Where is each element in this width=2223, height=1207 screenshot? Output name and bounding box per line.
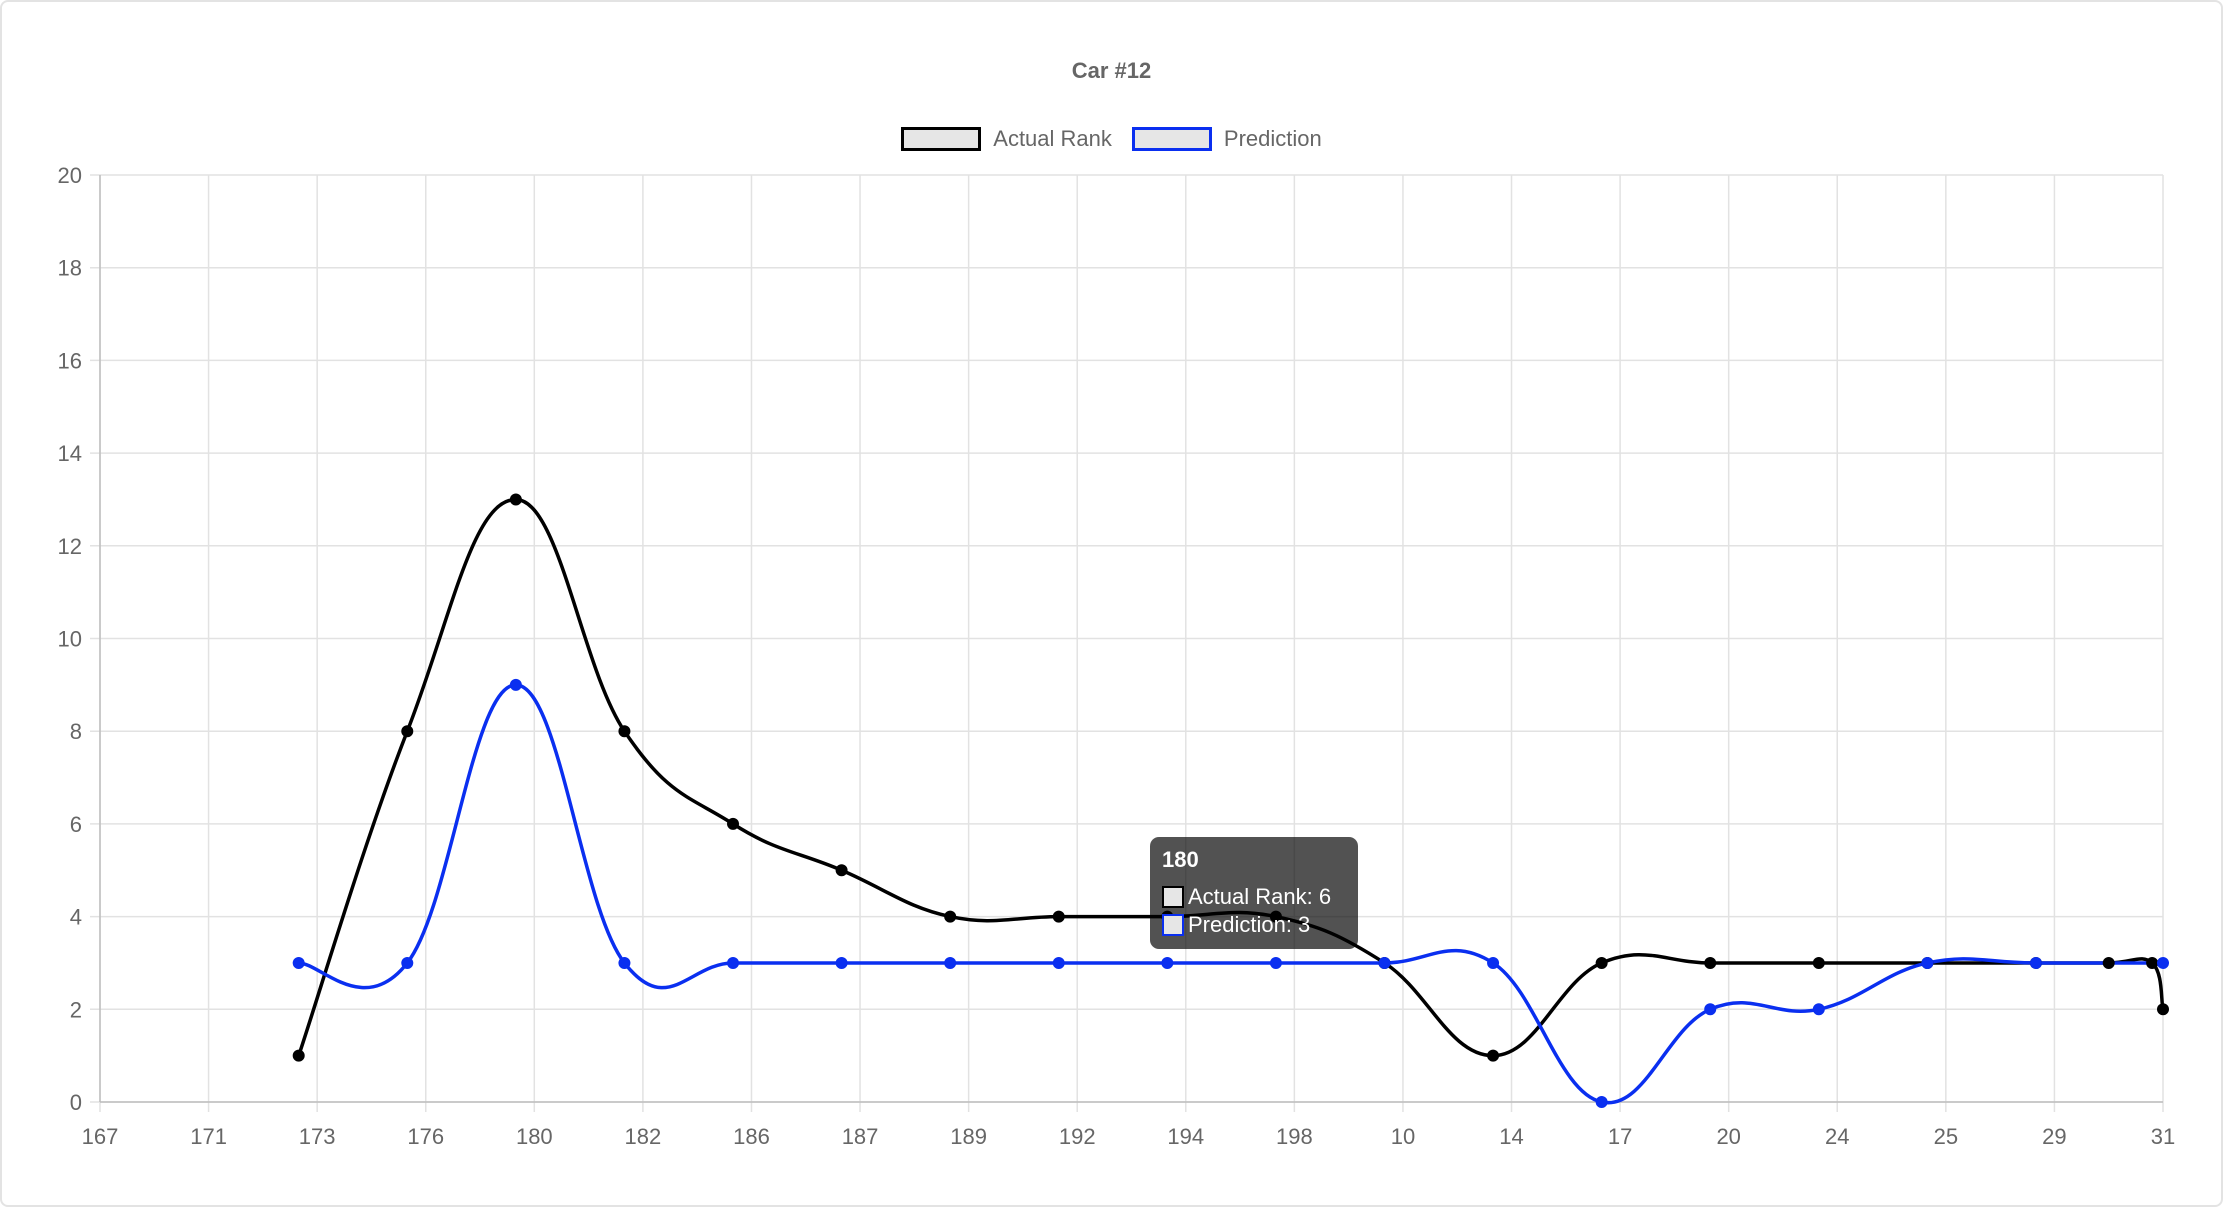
series-line-actual-rank bbox=[297, 497, 2165, 1058]
data-point-actual-rank bbox=[1052, 910, 1065, 923]
tooltip-row-actual-rank: Actual Rank: 6 bbox=[1162, 883, 1346, 911]
legend-label-prediction: Prediction bbox=[1223, 126, 1322, 151]
x-tick-label: 29 bbox=[2042, 1124, 2066, 1149]
x-tick-label: 25 bbox=[1934, 1124, 1958, 1149]
legend-item-actual-rank[interactable]: Actual Rank bbox=[901, 126, 1112, 152]
y-tick-label: 10 bbox=[58, 627, 82, 652]
x-tick-label: 31 bbox=[2151, 1124, 2175, 1149]
x-tick-label: 198 bbox=[1276, 1124, 1313, 1149]
data-point-prediction bbox=[1161, 956, 1174, 969]
data-point-actual-rank bbox=[1812, 956, 1825, 969]
data-point-actual-rank bbox=[835, 864, 848, 877]
x-tick-label: 176 bbox=[407, 1124, 444, 1149]
y-tick-label: 2 bbox=[70, 997, 82, 1022]
data-point-prediction bbox=[1812, 1003, 1825, 1016]
x-tick-label: 186 bbox=[733, 1124, 770, 1149]
y-tick-label: 18 bbox=[58, 256, 82, 281]
data-point-actual-rank bbox=[2102, 956, 2115, 969]
y-tick-label: 6 bbox=[70, 812, 82, 837]
x-tick-label: 14 bbox=[1499, 1124, 1523, 1149]
data-point-prediction bbox=[1378, 956, 1391, 969]
y-tick-label: 8 bbox=[70, 719, 82, 744]
data-point-prediction bbox=[835, 956, 848, 969]
x-tick-label: 17 bbox=[1608, 1124, 1632, 1149]
y-tick-label: 14 bbox=[58, 441, 82, 466]
y-tick-label: 12 bbox=[58, 534, 82, 559]
data-point-prediction bbox=[727, 956, 740, 969]
chart-title: Car #12 bbox=[1071, 58, 1152, 83]
data-point-prediction bbox=[1921, 956, 1934, 969]
x-tick-label: 167 bbox=[82, 1124, 119, 1149]
data-point-prediction bbox=[2157, 956, 2169, 969]
legend-item-prediction[interactable]: Prediction bbox=[1131, 126, 1322, 152]
x-tick-label: 24 bbox=[1825, 1124, 1849, 1149]
data-point-prediction bbox=[401, 956, 414, 969]
x-tick-label: 194 bbox=[1167, 1124, 1204, 1149]
chart-legend: Actual Rank Prediction bbox=[0, 126, 2223, 152]
series-lines bbox=[297, 497, 2165, 1105]
data-point-actual-rank bbox=[618, 725, 631, 738]
data-point-actual-rank bbox=[944, 910, 957, 923]
data-point-actual-rank bbox=[727, 817, 740, 830]
tooltip-swatch-prediction bbox=[1162, 914, 1184, 936]
data-point-prediction bbox=[1704, 1003, 1717, 1016]
data-point-actual-rank bbox=[292, 1049, 305, 1062]
data-point-prediction bbox=[1269, 956, 1282, 969]
legend-swatch-prediction bbox=[1131, 127, 1212, 151]
legend-swatch-actual-rank bbox=[901, 127, 982, 151]
series-points bbox=[292, 493, 2169, 1108]
data-point-prediction bbox=[1595, 1096, 1608, 1108]
x-tick-label: 20 bbox=[1716, 1124, 1740, 1149]
data-point-actual-rank bbox=[2146, 956, 2159, 969]
data-point-actual-rank bbox=[401, 725, 414, 738]
data-point-prediction bbox=[944, 956, 957, 969]
y-tick-label: 0 bbox=[70, 1090, 82, 1115]
chart-axes bbox=[99, 175, 2163, 1103]
tooltip-label-prediction: Prediction: 3 bbox=[1188, 912, 1311, 937]
data-point-prediction bbox=[509, 678, 522, 691]
x-tick-label: 10 bbox=[1391, 1124, 1415, 1149]
data-point-actual-rank bbox=[509, 493, 522, 506]
y-tick-label: 20 bbox=[58, 163, 82, 188]
y-tick-label: 16 bbox=[58, 348, 82, 373]
data-point-actual-rank bbox=[1487, 1049, 1500, 1062]
x-tick-label: 192 bbox=[1059, 1124, 1096, 1149]
x-axis-labels: 167 171 173 176 180 182 186 187 189 192 194 198 10 14… bbox=[82, 1124, 2176, 1149]
y-tick-label: 4 bbox=[70, 905, 82, 930]
tooltip-row-prediction: Prediction: 3 bbox=[1162, 911, 1346, 939]
x-tick-label: 189 bbox=[950, 1124, 987, 1149]
x-tick-label: 173 bbox=[299, 1124, 336, 1149]
x-tick-label: 171 bbox=[190, 1124, 227, 1149]
data-point-actual-rank bbox=[1595, 956, 1608, 969]
chart-tooltip: 180 Actual Rank: 6 Prediction: 3 bbox=[1150, 837, 1358, 949]
data-point-prediction bbox=[2029, 956, 2042, 969]
tooltip-swatch-actual-rank bbox=[1162, 886, 1184, 908]
x-tick-label: 187 bbox=[842, 1124, 879, 1149]
y-axis-labels: 0 2 4 6 8 10 12 14 16 18 20 bbox=[58, 163, 82, 1115]
tooltip-label-actual-rank: Actual Rank: 6 bbox=[1188, 884, 1332, 909]
tooltip-title: 180 bbox=[1162, 847, 1199, 872]
data-point-actual-rank bbox=[2157, 1003, 2169, 1016]
legend-label-actual-rank: Actual Rank bbox=[993, 126, 1112, 151]
x-tick-label: 182 bbox=[625, 1124, 662, 1149]
data-point-prediction bbox=[1487, 956, 1500, 969]
data-point-prediction bbox=[1052, 956, 1065, 969]
data-point-prediction bbox=[618, 956, 631, 969]
x-tick-label: 180 bbox=[516, 1124, 553, 1149]
data-point-actual-rank bbox=[1704, 956, 1717, 969]
data-point-prediction bbox=[292, 956, 305, 969]
